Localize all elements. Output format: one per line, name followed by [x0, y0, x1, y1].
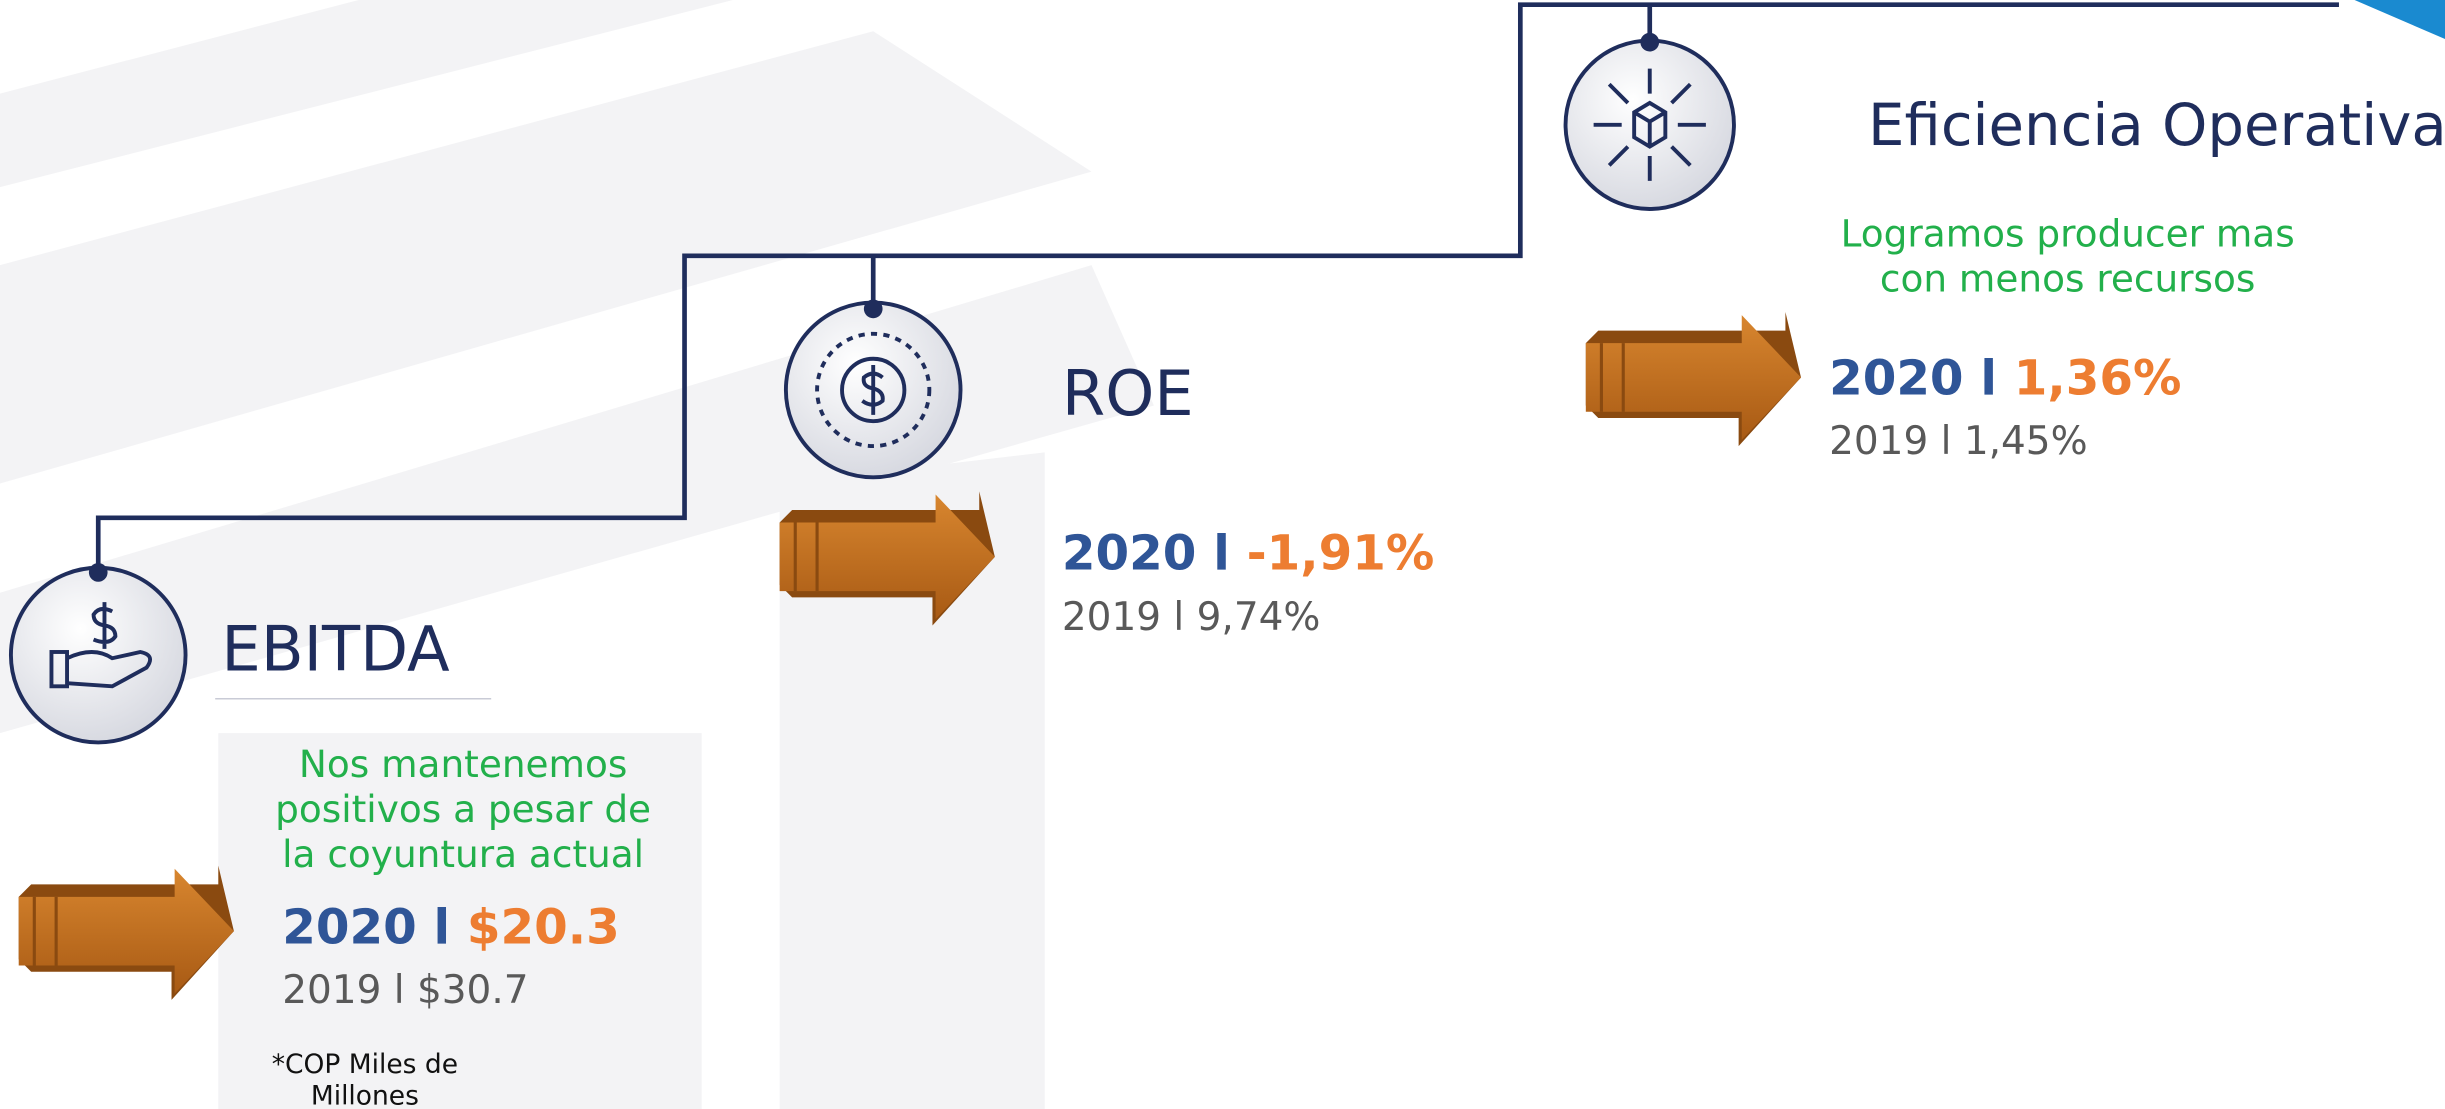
page: {"ebitda": {"title": "EBITDA", "descript…	[0, 0, 2445, 1109]
box-icon	[1594, 69, 1706, 181]
description: positivos a pesar de	[275, 787, 651, 831]
title: ROE	[1062, 357, 1194, 430]
description: la coyuntura actual	[282, 832, 644, 876]
footnote: Millones	[311, 1080, 419, 1109]
current: 2020 l 1,36%	[1829, 351, 2181, 407]
current: 2020 l -1,91%	[1062, 525, 1434, 581]
title: EBITDA	[221, 613, 450, 686]
previous: 2019 l 9,74%	[1062, 595, 1321, 640]
arrow	[19, 866, 234, 1000]
description: con menos recursos	[1880, 257, 2256, 301]
current-year: 2020 l	[1062, 525, 1247, 581]
previous: 2019 l 1,45%	[1829, 419, 2088, 464]
corner-accent	[2355, 0, 2445, 39]
current-value: 1,36%	[2014, 351, 2182, 407]
current-value: -1,91%	[1247, 525, 1435, 581]
current-year: 2020 l	[1829, 351, 2014, 407]
current-year: 2020 l	[282, 900, 467, 956]
title: Eficiencia Operativa	[1868, 91, 2445, 159]
footnote: *COP Miles de	[272, 1049, 458, 1080]
arrow	[1586, 312, 1801, 446]
description: Nos mantenemos	[299, 742, 627, 786]
slide: EBITDA Nos mantenemos positivos a pesar …	[0, 0, 2445, 1109]
current-value: $20.3	[467, 900, 620, 956]
current: 2020 l $20.3	[282, 900, 620, 956]
previous: 2019 l $30.7	[282, 968, 528, 1013]
description: Logramos producer mas	[1841, 211, 2295, 255]
